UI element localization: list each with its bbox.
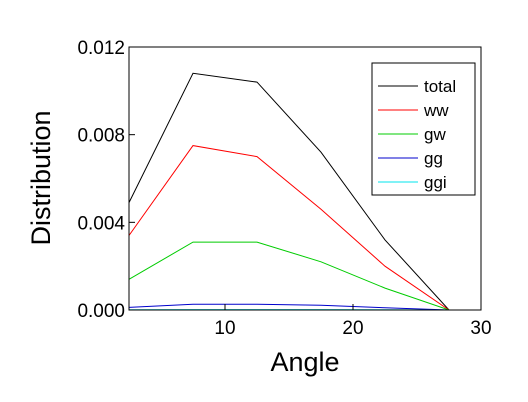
x-tick-label: 10 [214,318,235,339]
y-tick-label: 0.000 [77,301,125,322]
y-axis: 0.000 0.004 0.008 0.012 [77,38,135,322]
legend-label-ww: ww [423,101,449,120]
legend-label-ggi: ggi [424,173,447,192]
y-tick-label: 0.008 [77,126,125,147]
legend-box [371,62,476,196]
x-axis-title: Angle [270,347,339,377]
x-tick-label: 30 [470,318,491,339]
legend-label-gw: gw [424,125,446,144]
plot-frame [128,46,482,311]
legend-label-gg: gg [424,149,443,168]
x-tick-label: 20 [342,318,363,339]
series-line-gw [128,241,481,311]
y-tick-label: 0.004 [77,213,125,234]
legend: total ww gw gg ggi [371,62,476,196]
y-axis-title: Distribution [26,110,56,245]
legend-label-total: total [424,77,456,96]
x-axis: 10 20 30 [214,304,492,339]
y-tick-label: 0.012 [77,38,125,59]
